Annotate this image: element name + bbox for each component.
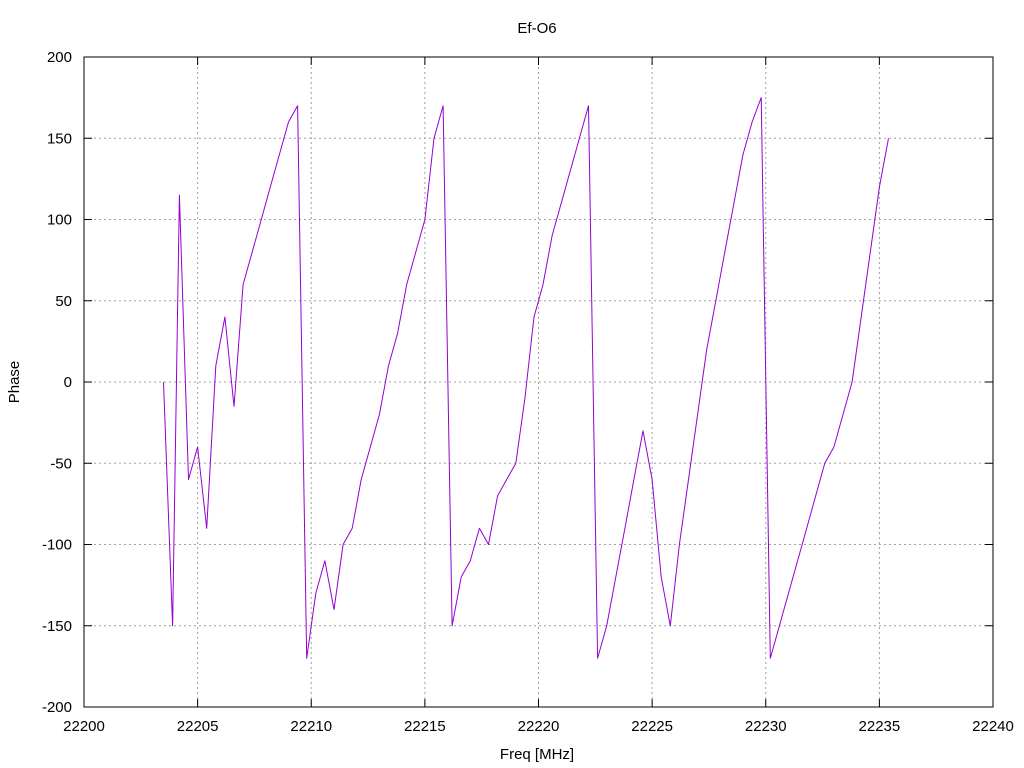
y-tick-label: 100	[47, 212, 72, 229]
y-tick-label: 150	[47, 130, 72, 147]
x-tick-label: 22210	[290, 718, 332, 735]
x-tick-label: 22220	[518, 718, 560, 735]
y-axis-ticks: -200 -150 -100 -50 0 50 100 150 200	[42, 49, 993, 716]
phase-series-line	[163, 97, 889, 659]
x-tick-label: 22215	[404, 718, 446, 735]
x-tick-label: 22205	[177, 718, 219, 735]
x-tick-label: 22225	[631, 718, 673, 735]
chart-title: Ef-O6	[517, 20, 556, 37]
y-tick-label: -150	[42, 618, 72, 635]
series-layer	[163, 97, 889, 659]
y-tick-label: -50	[50, 455, 72, 472]
x-tick-label: 22200	[63, 718, 105, 735]
x-tick-label: 22230	[745, 718, 787, 735]
x-tick-label: 22240	[972, 718, 1014, 735]
y-tick-label: 0	[64, 374, 72, 391]
grid-lines	[84, 57, 993, 707]
x-axis-label: Freq [MHz]	[500, 746, 574, 763]
y-tick-label: 50	[55, 293, 72, 310]
y-axis-label: Phase	[6, 361, 23, 404]
y-tick-label: -200	[42, 699, 72, 716]
x-axis-ticks: 22200 22205 22210 22215 22220 22225 22230 22235…	[63, 57, 1014, 735]
x-tick-label: 22235	[859, 718, 901, 735]
plot-frame	[83, 56, 994, 708]
y-tick-label: 200	[47, 49, 72, 66]
y-tick-label: -100	[42, 537, 72, 554]
